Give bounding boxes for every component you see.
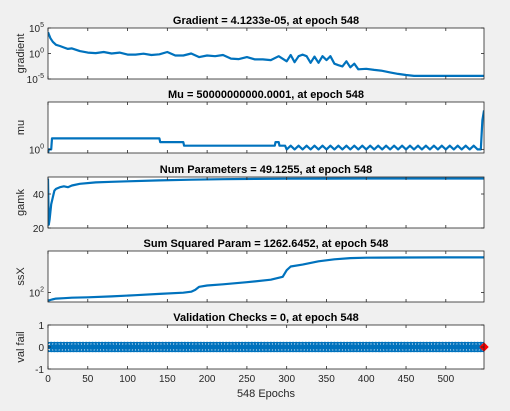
subplot-title: Validation Checks = 0, at epoch 548 <box>173 312 359 324</box>
x-axis-label: 548 Epochs <box>237 388 296 400</box>
series-line <box>48 110 484 153</box>
subplot-5: 0 50 100 150 200 250 300 350 400 450 500-101Valida… <box>15 312 489 400</box>
subplot-3: 20 40 Num Parameters = 49.1255, at epoch 5… <box>15 164 485 235</box>
y-tick-label: 0 <box>38 343 44 354</box>
x-tick-label: 50 <box>82 374 94 385</box>
x-tick-label: 150 <box>159 374 176 385</box>
y-axis-label: ssX <box>15 267 27 286</box>
y-tick-label: 105 <box>29 22 44 35</box>
subplot-4: 102 Sum Squared Param = 1262.6452, at epo… <box>15 238 485 303</box>
x-tick-label: 350 <box>318 374 335 385</box>
y-tick-label: 102 <box>29 286 44 299</box>
x-tick-label: 500 <box>437 374 454 385</box>
y-axis-label: gradient <box>15 34 27 74</box>
y-tick-label: 100 <box>29 48 44 61</box>
y-axis-label: mu <box>15 120 27 135</box>
subplot-title: Gradient = 4.1233e-05, at epoch 548 <box>173 15 359 27</box>
y-tick-label: -1 <box>35 365 44 376</box>
series-line <box>48 31 484 78</box>
subplot-2: 100 Mu = 50000000000.0001, at epoch 548 mu <box>15 89 485 156</box>
plot-area <box>48 177 484 228</box>
x-tick-label: 250 <box>239 374 256 385</box>
x-tick-label: 200 <box>199 374 216 385</box>
y-axis-label: val fail <box>15 331 27 362</box>
y-tick-label: 100 <box>29 143 44 156</box>
subplot-title: Num Parameters = 49.1255, at epoch 548 <box>160 164 372 176</box>
subplot-1: 10-5 100 105 Gradient = 4.1233e-05, at epoc… <box>15 15 485 86</box>
axes-frame <box>47 176 485 229</box>
x-tick-label: 300 <box>278 374 295 385</box>
x-tick-label: 0 <box>45 374 51 385</box>
data-point <box>475 341 484 353</box>
series-line <box>48 256 484 302</box>
x-tick-label: 450 <box>398 374 415 385</box>
axes-frame <box>47 250 485 303</box>
y-axis-label: gamk <box>15 189 27 216</box>
y-tick-label: 10-5 <box>27 73 44 86</box>
subplot-title: Sum Squared Param = 1262.6452, at epoch … <box>144 238 389 250</box>
plot-area <box>48 102 484 153</box>
x-tick-label: 100 <box>119 374 136 385</box>
axes-frame <box>47 101 485 154</box>
plot-area <box>48 251 484 302</box>
y-tick-label: 1 <box>38 321 44 332</box>
subplot-title: Mu = 50000000000.0001, at epoch 548 <box>168 89 364 101</box>
x-tick-label: 400 <box>358 374 375 385</box>
y-tick-label: 20 <box>33 224 45 235</box>
y-tick-label: 40 <box>33 190 45 201</box>
